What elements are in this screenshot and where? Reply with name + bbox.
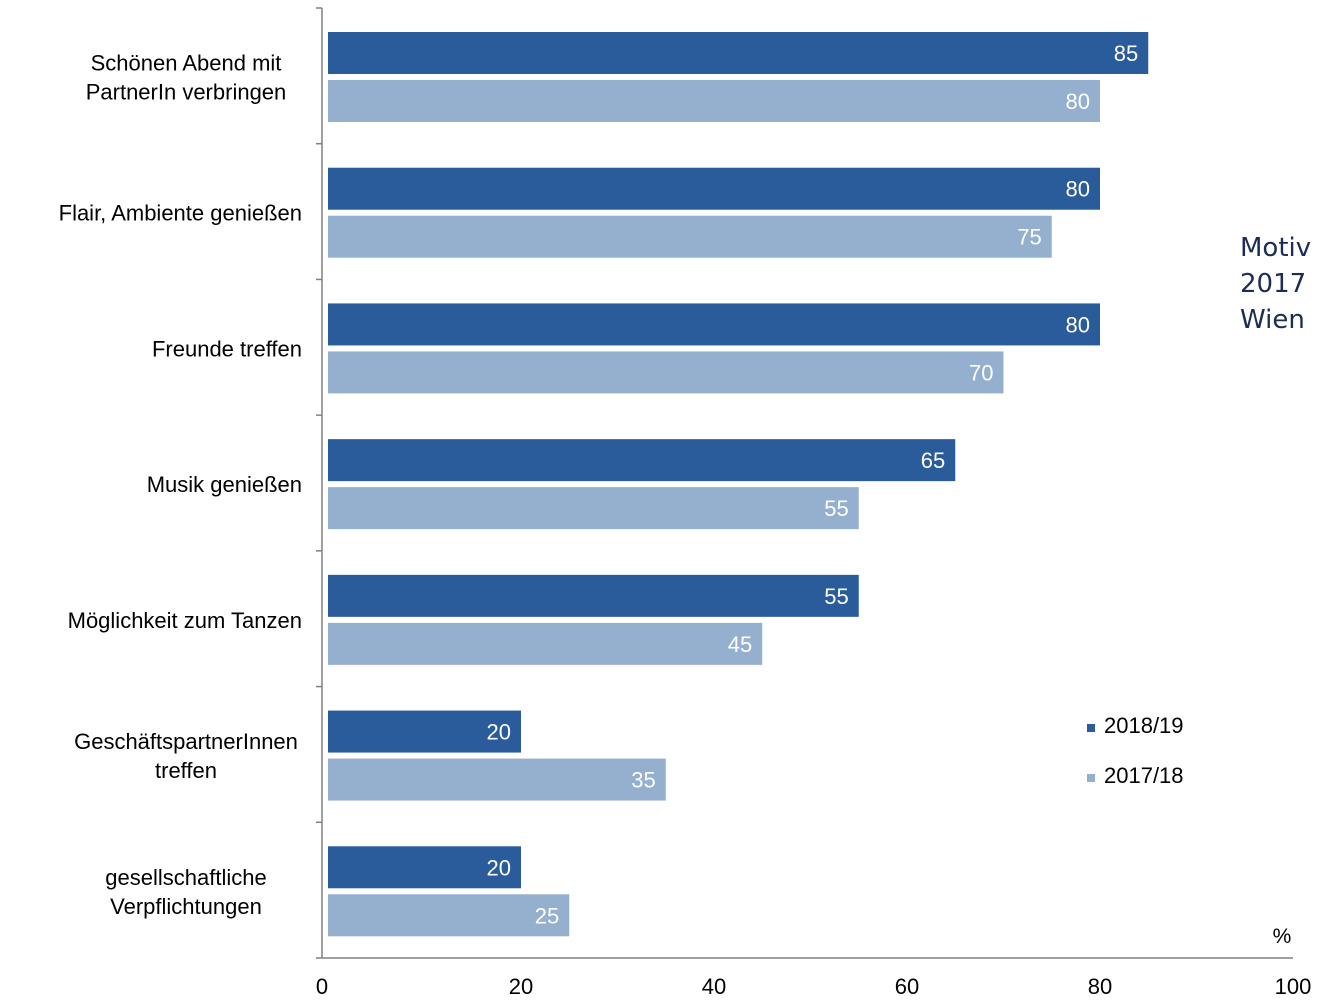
bar [328, 487, 859, 530]
bar [328, 167, 1100, 210]
bar-value-label: 80 [1066, 312, 1090, 337]
category-label-line: Musik genießen [147, 472, 302, 497]
category-label: gesellschaftliche Verpflichtungen [105, 865, 266, 919]
bar [328, 574, 859, 617]
category-label-line: Freunde treffen [152, 336, 302, 361]
bar-value-label: 65 [921, 448, 945, 473]
category-label: Flair, Ambiente genießen [59, 201, 302, 226]
side-title-line: Motiv [1240, 233, 1312, 263]
x-tick-labels: 0 20 40 60 80 100 [316, 974, 1311, 999]
category-label: GeschäftspartnerInnen treffen [74, 729, 298, 783]
bar-value-label: 80 [1066, 177, 1090, 202]
bar-value-label: 75 [1017, 225, 1041, 250]
legend-swatch [1087, 774, 1095, 782]
legend-label: 2018/19 [1104, 713, 1184, 738]
category-label-line: treffen [155, 758, 217, 783]
bar-value-label: 70 [969, 360, 993, 385]
category-labels: Schönen Abend mit PartnerIn verbringen Fla… [59, 51, 302, 919]
x-tick-label: 40 [702, 974, 726, 999]
side-title-line: Wien [1240, 305, 1305, 335]
legend-swatch [1087, 724, 1095, 732]
unit-label: % [1273, 925, 1292, 948]
category-label: Schönen Abend mit PartnerIn verbringen [86, 51, 287, 105]
bar [328, 710, 521, 753]
bar-value-label: 35 [631, 768, 655, 793]
category-label: Möglichkeit zum Tanzen [68, 608, 302, 633]
bar-value-label: 55 [824, 496, 848, 521]
bar [328, 622, 763, 665]
x-tick-label: 60 [895, 974, 919, 999]
legend: 2018/19 2017/18 [1087, 713, 1184, 788]
category-label-line: GeschäftspartnerInnen [74, 729, 298, 754]
bar-value-label: 80 [1066, 89, 1090, 114]
category-label: Musik genießen [147, 472, 302, 497]
category-label-line: gesellschaftliche [105, 865, 266, 890]
x-tick-label: 20 [509, 974, 533, 999]
category-label-line: Flair, Ambiente genießen [59, 201, 302, 226]
x-tick-label: 80 [1088, 974, 1112, 999]
bar [328, 894, 570, 937]
bars: 85 80 80 75 80 70 65 55 55 45 20 35 20 25 [328, 32, 1149, 937]
bar-value-label: 55 [824, 584, 848, 609]
bar [328, 758, 666, 801]
category-label-line: PartnerIn verbringen [86, 80, 287, 105]
side-title: Motiv 2017 Wien [1240, 230, 1317, 338]
axes [316, 7, 1293, 959]
bar-value-label: 20 [487, 720, 511, 745]
category-label-line: Möglichkeit zum Tanzen [68, 608, 302, 633]
category-label-line: Schönen Abend mit [91, 51, 282, 76]
x-tick-label: 0 [316, 974, 328, 999]
bar [328, 351, 1004, 394]
bar-value-label: 20 [487, 855, 511, 880]
bar-value-label: 25 [535, 903, 559, 928]
legend-label: 2017/18 [1104, 763, 1184, 788]
bar [328, 32, 1149, 74]
bar [328, 439, 956, 482]
bar [328, 846, 521, 889]
category-label-line: Verpflichtungen [110, 894, 262, 919]
x-tick-label: 100 [1275, 974, 1312, 999]
category-label: Freunde treffen [152, 336, 302, 361]
bar [328, 80, 1100, 122]
bar [328, 215, 1052, 258]
bar-value-label: 85 [1114, 41, 1138, 66]
bar-value-label: 45 [728, 632, 752, 657]
side-title-line: 2017 [1240, 269, 1307, 299]
bar [328, 303, 1100, 346]
